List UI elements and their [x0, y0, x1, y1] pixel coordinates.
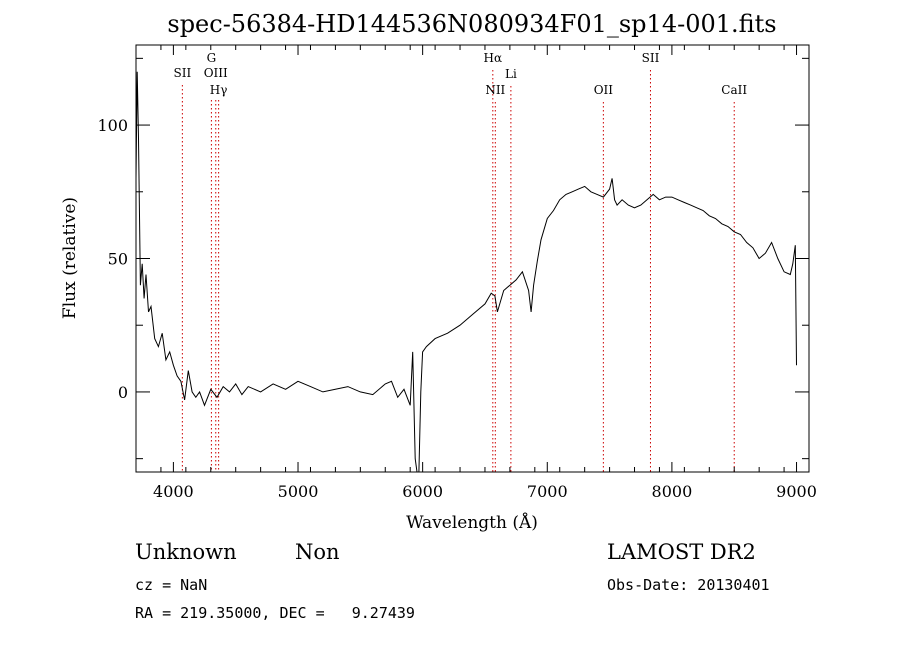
line-marker-label: CaII	[721, 83, 747, 97]
subclass-label: Non	[295, 540, 340, 564]
x-axis-label: Wavelength (Å)	[406, 512, 538, 533]
x-tick-label: 8000	[652, 482, 693, 501]
x-tick-label: 9000	[776, 482, 817, 501]
spectrum-chart: spec-56384-HD144536N080934F01_sp14-001.f…	[60, 10, 817, 533]
y-axis-label: Flux (relative)	[60, 197, 80, 319]
x-tick-label: 7000	[527, 482, 568, 501]
y-tick-label: 50	[108, 250, 128, 269]
obs-date-text: Obs-Date: 20130401	[607, 576, 770, 594]
line-marker-label: NII	[485, 83, 505, 97]
class-label: Unknown	[135, 540, 237, 564]
redshift-text: cz = NaN	[135, 576, 208, 594]
line-marker-label: Li	[505, 67, 517, 81]
survey-label: LAMOST DR2	[607, 540, 756, 564]
line-marker-label: Hα	[484, 51, 503, 65]
axes: 4000 5000 6000 7000 8000 9000 0 50 100	[97, 45, 817, 501]
line-marker-label: OIII	[204, 66, 228, 80]
plot-frame	[135, 44, 810, 473]
line-marker-label: SII	[642, 51, 660, 65]
line-marker-label: OII	[594, 83, 614, 97]
x-tick-label: 4000	[153, 482, 194, 501]
y-tick-label: 100	[97, 116, 128, 135]
line-marker-label: SII	[174, 66, 192, 80]
coordinates-text: RA = 219.35000, DEC = 9.27439	[135, 604, 415, 622]
chart-title: spec-56384-HD144536N080934F01_sp14-001.f…	[167, 10, 776, 38]
x-tick-label: 5000	[278, 482, 319, 501]
x-tick-label: 6000	[402, 482, 443, 501]
spectrum-line	[135, 71, 797, 473]
line-marker-label: Hγ	[210, 83, 228, 97]
line-marker-label: G	[207, 51, 217, 65]
y-tick-label: 0	[118, 383, 128, 402]
